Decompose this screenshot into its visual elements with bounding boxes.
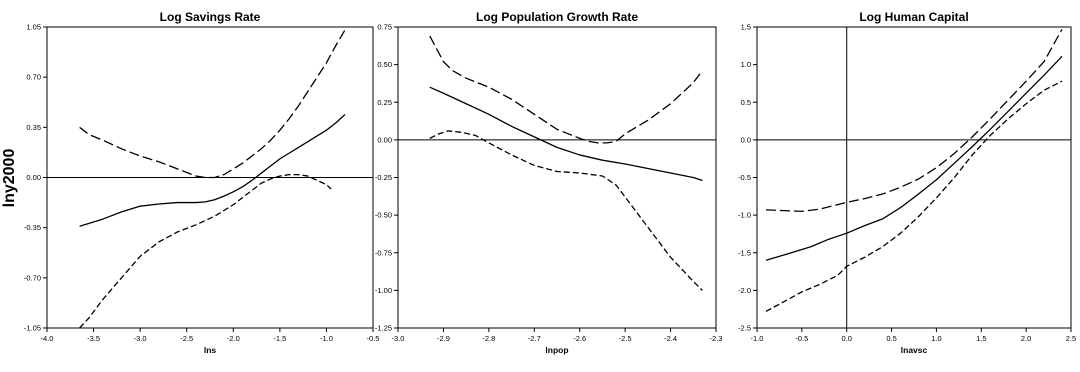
x-axis-label: lnavsc — [901, 345, 928, 355]
y-tick-label: 0.70 — [26, 73, 41, 82]
x-tick-label: -2.8 — [482, 334, 495, 343]
panel-title: Log Human Capital — [859, 10, 968, 24]
x-tick-label: -2.3 — [710, 334, 723, 343]
y-tick-label: 1.5 — [741, 23, 751, 32]
y-tick-label: -0.35 — [24, 223, 41, 232]
y-tick-label: 1.0 — [741, 60, 751, 69]
y-tick-label: 0.35 — [26, 123, 41, 132]
x-tick-label: -3.5 — [87, 334, 100, 343]
panel-title: Log Savings Rate — [160, 10, 261, 24]
x-tick-label: -2.9 — [437, 334, 450, 343]
x-tick-label: 2.5 — [1066, 334, 1076, 343]
plot-frame — [397, 26, 717, 329]
y-tick-label: -1.0 — [738, 211, 751, 220]
panel-1: Log Savings Rate -4.0 -3.5 -3.0 -2.5 -2.0 -1.5… — [24, 10, 380, 355]
x-tick-label: -2.7 — [528, 334, 541, 343]
y-tick-label: -2.5 — [738, 324, 751, 333]
x-axis-label: lnpop — [545, 345, 568, 355]
x-tick-label: -3.0 — [392, 334, 405, 343]
series-estimate-line — [429, 86, 703, 182]
shared-y-axis-label: lny2000 — [1, 149, 18, 208]
x-tick-label: -2.4 — [664, 334, 677, 343]
x-tick-label: 0.0 — [841, 334, 851, 343]
y-tick-label: 0.00 — [377, 135, 392, 144]
y-tick-label: 0.0 — [741, 135, 751, 144]
y-tick-label: -2.0 — [738, 286, 751, 295]
x-tick-label: -1.0 — [751, 334, 764, 343]
y-tick-label: -1.5 — [738, 248, 751, 257]
panel-2: Log Population Growth Rate -3.0 -2.9 -2.8 -2… — [375, 10, 723, 355]
series-dashed-lower-band-line — [429, 130, 703, 291]
y-tick-label: -0.5 — [738, 173, 751, 182]
x-axis-label: lns — [204, 345, 217, 355]
y-tick-label: -0.50 — [375, 211, 392, 220]
x-tick-label: -3.0 — [134, 334, 147, 343]
series-dashed-lower-band-line — [765, 80, 1063, 313]
x-tick-label: 0.5 — [886, 334, 896, 343]
plot-frame — [756, 26, 1072, 329]
x-tick-label: -0.5 — [367, 334, 380, 343]
series-dashed-lower-band-line — [79, 173, 332, 329]
panel-title: Log Population Growth Rate — [476, 10, 638, 24]
x-tick-label: -0.5 — [795, 334, 808, 343]
y-tick-label: 0.00 — [26, 173, 41, 182]
x-tick-label: -1.0 — [320, 334, 333, 343]
y-tick-label: 0.5 — [741, 98, 751, 107]
series-dashed-upper-band-line — [79, 29, 346, 179]
y-tick-label: -1.00 — [375, 286, 392, 295]
y-tick-label: -1.25 — [375, 324, 392, 333]
y-tick-label: -0.25 — [375, 173, 392, 182]
y-tick-label: -0.75 — [375, 248, 392, 257]
y-tick-label: 1.05 — [26, 23, 41, 32]
panel-3: Log Human Capital -1.0 -0.5 0.0 0.5 1.0 1.5 2.0… — [738, 10, 1076, 355]
panels: Log Savings Rate -4.0 -3.5 -3.0 -2.5 -2.0 -1.5… — [24, 10, 1076, 355]
x-tick-label: 1.0 — [931, 334, 941, 343]
series-estimate-line — [765, 55, 1063, 261]
series-estimate-line — [79, 113, 346, 227]
y-tick-label: 0.25 — [377, 98, 392, 107]
x-tick-label: 1.5 — [976, 334, 986, 343]
x-tick-label: -2.6 — [573, 334, 586, 343]
x-tick-label: -4.0 — [41, 334, 54, 343]
x-tick-label: -2.5 — [180, 334, 193, 343]
y-tick-label: 0.75 — [377, 23, 392, 32]
y-tick-label: 0.50 — [377, 60, 392, 69]
x-tick-label: -2.0 — [227, 334, 240, 343]
series-dashed-upper-band-line — [429, 35, 703, 144]
y-tick-label: -0.70 — [24, 273, 41, 282]
series-dashed-upper-band-line — [765, 28, 1063, 213]
x-tick-label: -1.5 — [273, 334, 286, 343]
x-tick-label: -2.5 — [619, 334, 632, 343]
x-tick-label: 2.0 — [1021, 334, 1031, 343]
y-tick-label: -1.05 — [24, 324, 41, 333]
